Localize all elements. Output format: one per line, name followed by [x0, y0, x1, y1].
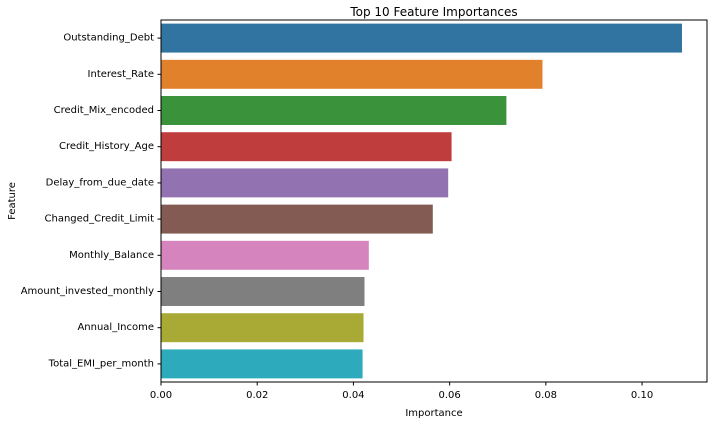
x-axis-ticks: 0.00 0.02 0.04 0.06 0.08 0.10: [150, 382, 653, 401]
bars-layer: [161, 23, 682, 379]
y-tick-label: Delay_from_due_date: [46, 177, 154, 188]
bar-interest-rate: [161, 59, 543, 89]
y-tick-label: Amount_invested_monthly: [21, 286, 154, 297]
bar-amount-invested-monthly: [161, 277, 365, 306]
chart-title: Top 10 Feature Importances: [349, 5, 517, 19]
x-tick-label: 0.00: [150, 390, 172, 401]
bar-total-emi-per-month: [161, 349, 363, 379]
y-tick-label: Changed_Credit_Limit: [45, 214, 155, 225]
x-tick-label: 0.04: [342, 390, 364, 401]
y-tick-label: Annual_Income: [77, 322, 154, 333]
x-axis-label: Importance: [405, 408, 462, 419]
bar-monthly-balance: [161, 240, 369, 270]
bar-credit-mix-encoded: [161, 96, 507, 125]
bar-changed-credit-limit: [161, 204, 433, 234]
plot-frame: [160, 19, 708, 383]
y-tick-label: Monthly_Balance: [69, 250, 154, 261]
bar-outstanding-debt: [161, 23, 682, 53]
y-axis-ticks: Outstanding_Debt Interest_Rate Credit_Mix_…: [21, 33, 161, 369]
x-tick-label: 0.10: [631, 390, 653, 401]
bar-credit-history-age: [161, 132, 452, 162]
y-tick-label: Interest_Rate: [88, 69, 154, 80]
bar-delay-from-due-date: [161, 168, 449, 198]
x-tick-label: 0.08: [535, 390, 557, 401]
y-tick-label: Total_EMI_per_month: [48, 358, 154, 369]
y-tick-label: Outstanding_Debt: [63, 33, 154, 44]
y-axis-label: Feature: [7, 182, 18, 220]
x-tick-label: 0.02: [246, 390, 268, 401]
x-tick-label: 0.06: [439, 390, 461, 401]
y-tick-label: Credit_Mix_encoded: [54, 105, 154, 116]
bar-annual-income: [161, 313, 364, 343]
y-tick-label: Credit_History_Age: [59, 141, 154, 152]
